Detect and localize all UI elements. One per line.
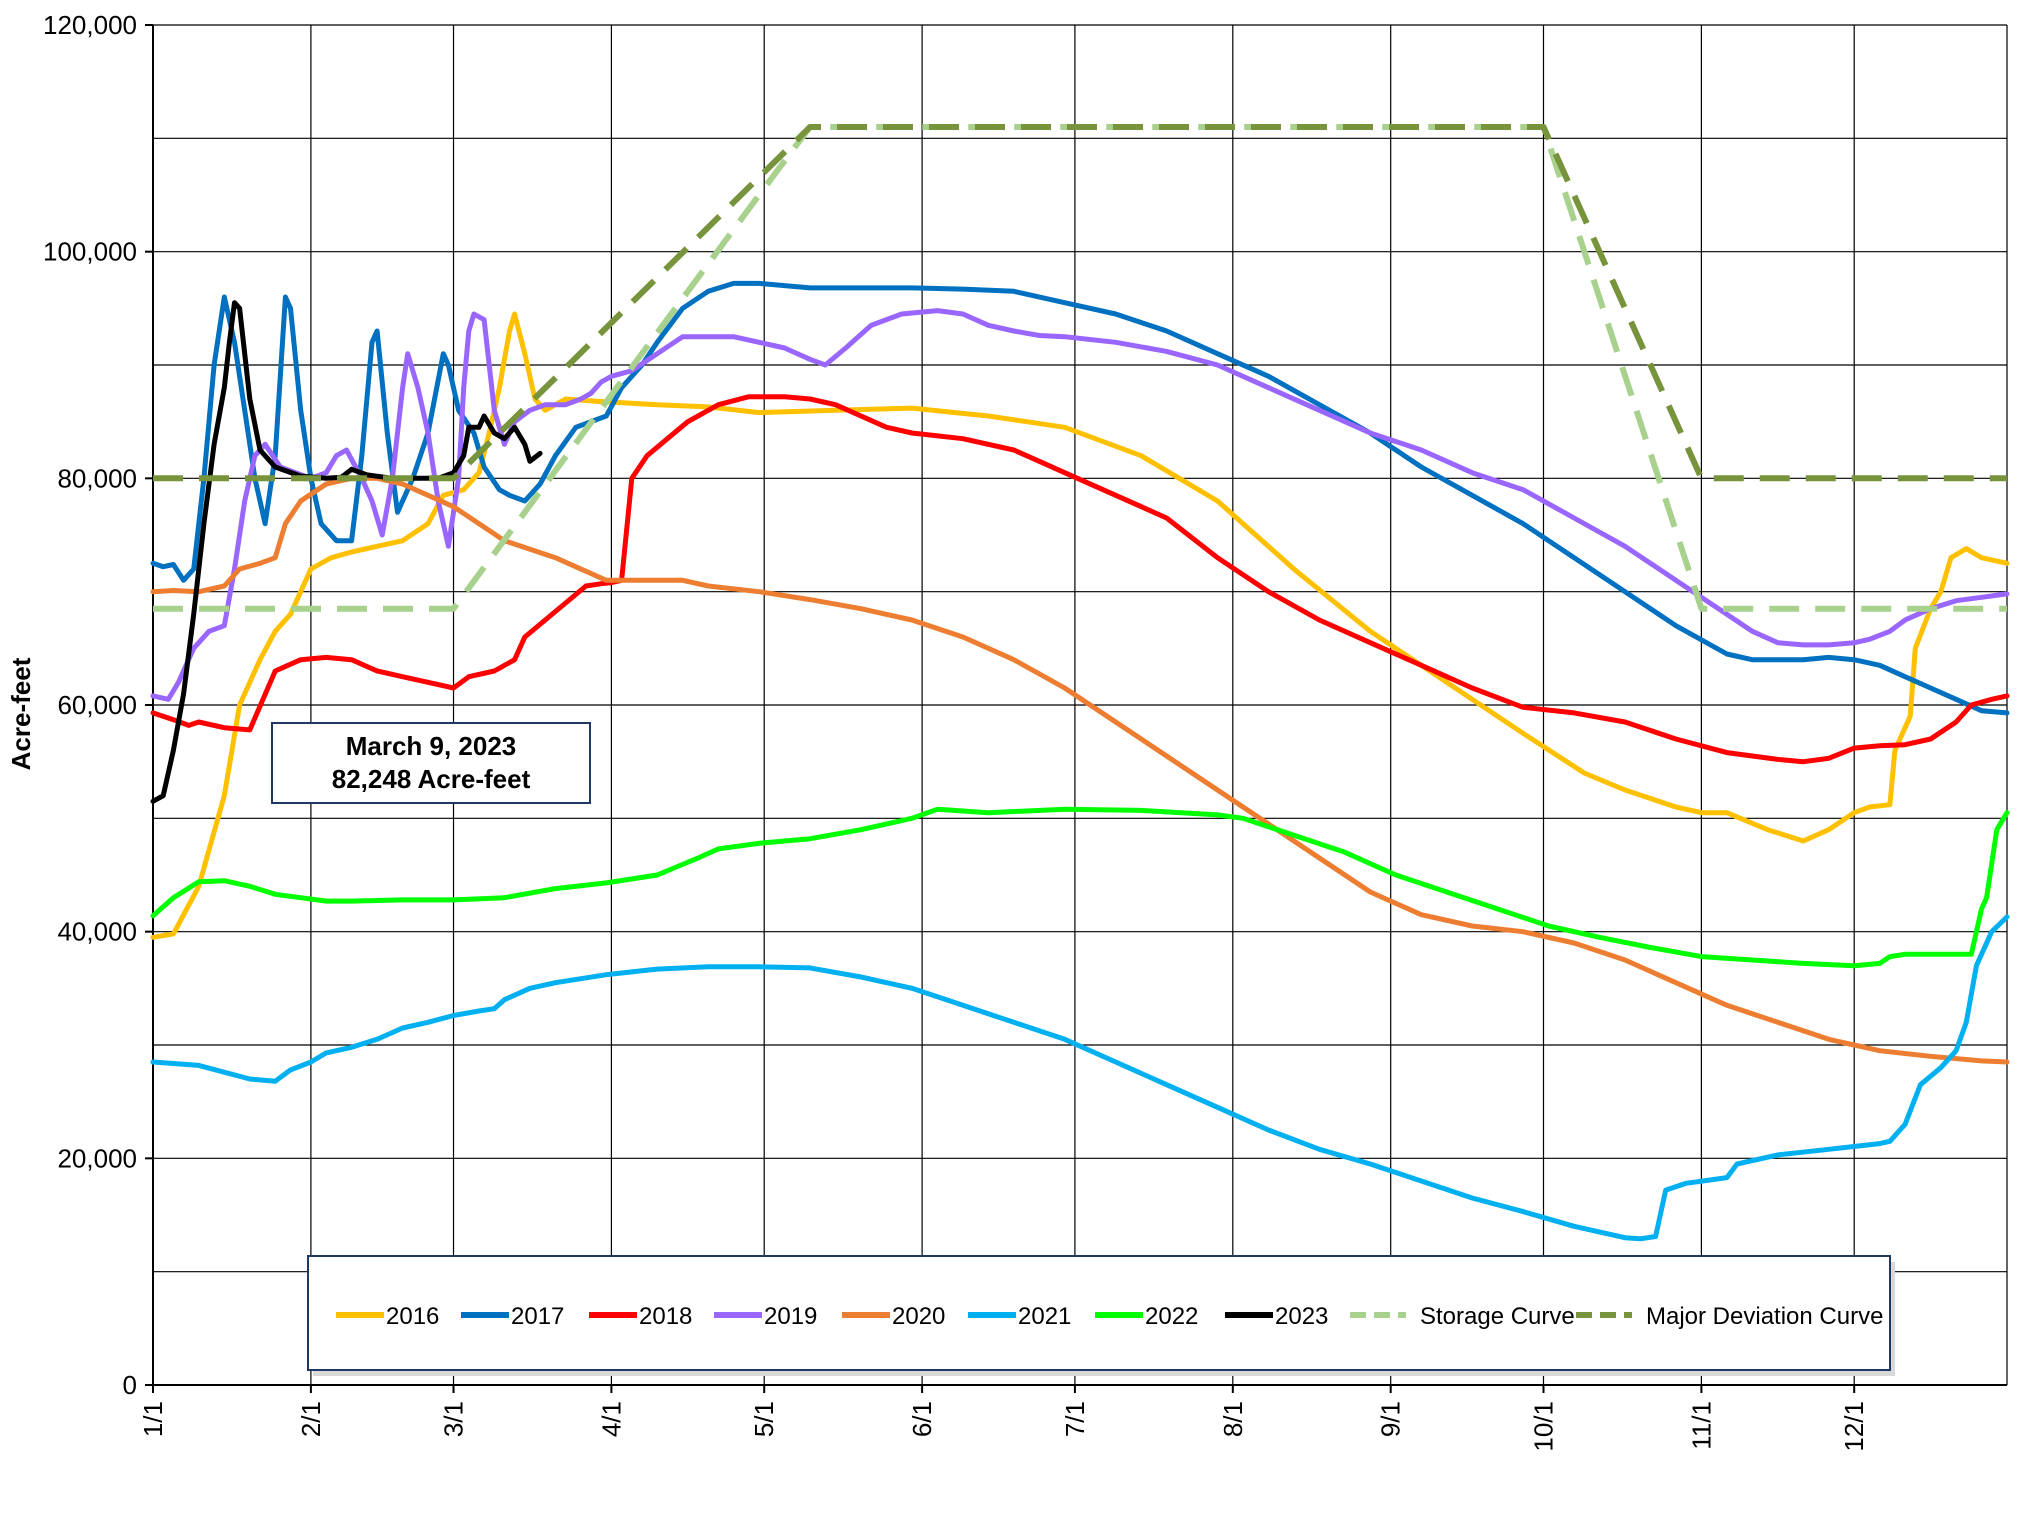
x-tick-label: 12/1 xyxy=(1839,1401,1869,1452)
series-lines xyxy=(150,124,2010,1242)
y-tick-label: 40,000 xyxy=(57,917,137,947)
series-line-2018 xyxy=(150,394,2010,765)
annotation-frame xyxy=(271,722,591,804)
legend-label: Storage Curve xyxy=(1420,1303,1575,1330)
legend-label: 2021 xyxy=(1018,1303,1071,1330)
series-line-2023 xyxy=(150,300,543,804)
legend-label: 2023 xyxy=(1275,1303,1328,1330)
legend-label: 2016 xyxy=(386,1303,439,1330)
y-tick-label: 60,000 xyxy=(57,690,137,720)
y-tick-labels: 0 20,000 40,000 60,000 80,000 100,000 120,000 xyxy=(43,10,137,1400)
x-tick-label: 2/1 xyxy=(296,1401,326,1437)
y-tick-label: 0 xyxy=(123,1370,137,1400)
y-tick-label: 20,000 xyxy=(57,1143,137,1173)
legend-label: Major Deviation Curve xyxy=(1646,1303,1883,1330)
x-tick-label: 1/1 xyxy=(138,1401,168,1437)
legend-label: 2019 xyxy=(764,1303,817,1330)
y-tick-label: 80,000 xyxy=(57,463,137,493)
series-line-2022 xyxy=(150,806,2010,969)
grid-lines xyxy=(152,24,2008,1386)
annotation-value: 82,248 Acre-feet xyxy=(332,764,531,794)
x-tick-label: 5/1 xyxy=(749,1401,779,1437)
annotation-date: March 9, 2023 xyxy=(346,731,517,761)
legend-label: 2018 xyxy=(639,1303,692,1330)
x-tick-label: 4/1 xyxy=(596,1401,626,1437)
legend-label: 2020 xyxy=(892,1303,945,1330)
series-line-2021 xyxy=(150,914,2010,1242)
x-tick-label: 11/1 xyxy=(1686,1401,1716,1450)
x-tick-label: 3/1 xyxy=(439,1401,469,1437)
series-line-storage-curve xyxy=(153,124,2007,612)
y-tick-label: 120,000 xyxy=(43,10,137,40)
x-tick-labels: 1/1 2/1 3/1 4/1 5/1 6/1 7/1 8/1 9/1 10/1 11/1 12/1 xyxy=(138,1401,1869,1452)
series-line-2019 xyxy=(150,308,2010,702)
axes xyxy=(145,24,2007,1393)
x-tick-label: 9/1 xyxy=(1376,1401,1406,1437)
y-axis-label: Acre-feet xyxy=(6,657,36,770)
x-tick-label: 8/1 xyxy=(1218,1401,1248,1437)
series-line-2020 xyxy=(150,475,2010,1065)
legend-items: 2016 2017 2018 2019 2020 2021 2022 2023 Storage … xyxy=(336,1303,1883,1330)
legend-label: 2022 xyxy=(1145,1303,1198,1330)
x-tick-label: 7/1 xyxy=(1060,1401,1090,1437)
y-tick-label: 100,000 xyxy=(43,237,137,267)
series-line-2016 xyxy=(150,311,2010,940)
series-line-major-deviation-curve xyxy=(153,124,2007,482)
x-tick-label: 10/1 xyxy=(1529,1401,1559,1452)
legend-label: 2017 xyxy=(511,1303,564,1330)
x-tick-label: 6/1 xyxy=(907,1401,937,1437)
annotation-box: March 9, 2023 82,248 Acre-feet xyxy=(271,722,591,804)
legend: 2016 2017 2018 2019 2020 2021 2022 2023 Storage … xyxy=(307,1255,1895,1376)
